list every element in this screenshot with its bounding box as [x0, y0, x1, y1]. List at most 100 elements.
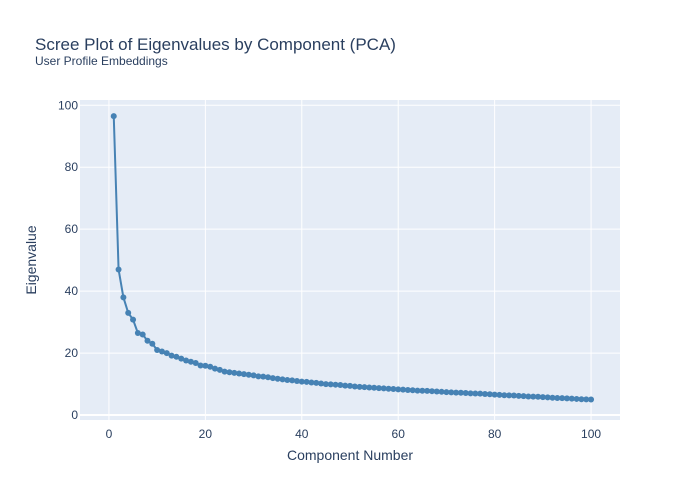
- data-point: [318, 380, 325, 387]
- data-point: [216, 366, 223, 373]
- data-point: [583, 396, 590, 403]
- data-point: [303, 378, 310, 385]
- x-tick-label: 0: [106, 427, 113, 441]
- x-tick-label: 80: [488, 427, 502, 441]
- data-point: [250, 372, 257, 379]
- x-axis-title: Component Number: [287, 447, 413, 463]
- data-point: [144, 337, 151, 344]
- data-point: [192, 360, 199, 366]
- data-point: [462, 390, 469, 397]
- data-point: [419, 387, 426, 394]
- data-point: [588, 396, 595, 403]
- data-point: [178, 355, 185, 362]
- data-point: [375, 385, 382, 392]
- data-point: [125, 309, 132, 316]
- y-tick-label: 60: [65, 222, 79, 236]
- data-point: [404, 386, 411, 393]
- data-point: [409, 387, 416, 394]
- data-point: [467, 390, 474, 397]
- data-point: [327, 381, 334, 388]
- data-point: [289, 377, 296, 384]
- data-point: [134, 329, 141, 336]
- data-point: [293, 377, 300, 384]
- y-tick-label: 100: [58, 98, 78, 112]
- data-point: [274, 375, 281, 382]
- data-point: [351, 383, 358, 390]
- data-point: [563, 395, 570, 402]
- data-point: [380, 385, 387, 392]
- chart-subtitle: User Profile Embeddings: [35, 54, 168, 68]
- y-tick-label: 20: [65, 346, 79, 360]
- data-point: [544, 394, 551, 401]
- data-point: [115, 266, 122, 273]
- data-point: [231, 369, 238, 376]
- data-point: [332, 381, 339, 388]
- data-point: [356, 383, 363, 390]
- x-tick-label: 100: [581, 427, 601, 441]
- data-point: [510, 392, 517, 399]
- data-point: [525, 393, 532, 400]
- data-point: [212, 365, 218, 372]
- data-point: [539, 394, 546, 401]
- data-point: [477, 390, 484, 397]
- data-point: [448, 389, 455, 396]
- data-point: [197, 362, 204, 369]
- data-point: [530, 393, 537, 400]
- y-tick-label: 80: [65, 160, 79, 174]
- data-point: [236, 370, 243, 377]
- tick-labels: 0 20 40 60 80 100 0 20 40 60 80 100: [58, 98, 601, 441]
- data-point: [255, 373, 262, 380]
- chart-title: Scree Plot of Eigenvalues by Component (…: [35, 35, 396, 54]
- data-points: [110, 113, 595, 403]
- y-tick-label: 0: [71, 408, 78, 422]
- x-tick-label: 40: [295, 427, 309, 441]
- data-point: [549, 394, 556, 401]
- data-point: [361, 384, 368, 391]
- data-point: [428, 388, 435, 395]
- data-point: [269, 375, 276, 382]
- data-point: [371, 384, 378, 391]
- data-point: [279, 376, 286, 383]
- data-point: [443, 389, 450, 396]
- data-point: [347, 382, 353, 389]
- y-axis-title: Eigenvalue: [23, 225, 39, 294]
- data-point: [149, 340, 156, 347]
- data-point: [385, 385, 392, 392]
- data-point: [207, 363, 214, 370]
- data-point: [265, 374, 272, 381]
- data-point: [308, 379, 315, 386]
- data-point: [187, 358, 194, 365]
- data-point: [322, 381, 329, 388]
- plot-area: [80, 100, 620, 420]
- data-point: [559, 395, 566, 402]
- data-point: [491, 391, 498, 398]
- data-point: [486, 391, 493, 398]
- data-point: [578, 396, 585, 403]
- y-tick-label: 40: [65, 284, 79, 298]
- data-point: [424, 387, 431, 394]
- data-point: [221, 368, 228, 375]
- data-point: [298, 378, 305, 385]
- data-point: [482, 390, 488, 397]
- data-point: [245, 371, 252, 378]
- x-tick-label: 20: [199, 427, 213, 441]
- data-point: [472, 390, 479, 397]
- data-point: [457, 389, 464, 396]
- data-point: [337, 382, 344, 388]
- data-point: [554, 395, 561, 402]
- data-point: [226, 369, 233, 376]
- data-point: [342, 382, 349, 389]
- data-point: [400, 386, 407, 393]
- data-point: [438, 388, 445, 395]
- data-point: [158, 348, 165, 355]
- data-point: [506, 392, 513, 399]
- x-tick-label: 60: [392, 427, 406, 441]
- data-point: [120, 294, 127, 301]
- data-point: [202, 362, 209, 369]
- data-point: [515, 392, 522, 399]
- data-point: [395, 386, 402, 393]
- data-point: [414, 387, 421, 394]
- data-point: [573, 395, 580, 402]
- data-point: [168, 352, 175, 359]
